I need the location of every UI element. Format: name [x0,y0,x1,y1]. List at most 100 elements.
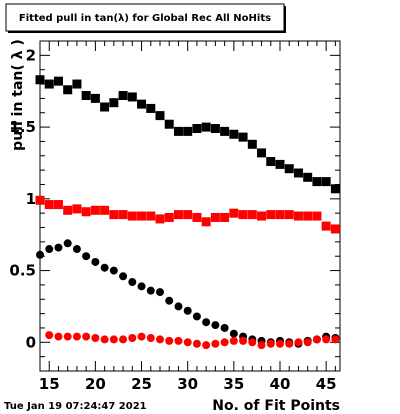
series-4-point [165,336,174,345]
series-1-point [173,126,183,136]
series-2-point [293,211,303,221]
series-1-point [109,98,119,108]
series-3-point [119,272,128,281]
series-2-point [266,210,276,220]
series-1-point [164,119,174,129]
series-4-point [312,335,321,344]
series-2-point [63,205,73,215]
axis-tick-labels: 15 20 25 30 35 40 45 0 0.5 1 1.5 2 [9,46,336,393]
x-tick-label: 20 [85,375,106,393]
series-2-point [146,211,156,221]
series-3-point [72,245,81,254]
series-4-point [257,341,266,350]
series-2-point [330,224,340,234]
series-2-point [35,195,45,205]
series-3-point [211,321,220,330]
series-4-point [229,336,238,345]
x-tick-label: 15 [39,375,60,393]
series-1-point [146,103,156,113]
series-3-point [202,318,211,327]
series-4-point [109,335,118,344]
series-4-point [239,336,248,345]
x-tick-label: 25 [131,375,152,393]
x-tick-label: 30 [177,375,198,393]
title-box [5,3,285,32]
series-2-point [44,200,54,210]
data-marks [35,75,340,350]
series-2-point [173,210,183,220]
series-1-point [303,172,313,182]
series-2-point [303,211,313,221]
series-4-point [91,334,100,342]
series-2-point [109,210,119,220]
series-1-point [247,139,257,149]
series-1-point [201,122,211,132]
series-3-point [137,282,146,291]
series-1-point [155,111,165,121]
series-4-point [45,331,54,340]
y-tick-label: 2 [26,46,36,64]
series-3-point [229,329,238,338]
series-3-point [36,250,44,259]
series-1-point [72,79,82,89]
series-2-point [201,217,211,227]
series-2-point [321,221,331,231]
series-3-point [174,302,183,311]
series-4-point [137,332,146,341]
series-3-point [100,263,109,272]
series-3-point [109,266,118,275]
x-tick-label: 45 [316,375,337,393]
series-3-point [192,312,201,321]
series-4-point [285,339,294,348]
series-3-point [165,296,174,305]
x-tick-label: 35 [223,375,244,393]
series-2-point [81,207,91,217]
series-1-point [257,148,267,158]
series-4-point [156,335,164,344]
series-4-point [146,334,155,342]
series-1-point [100,102,110,112]
series-3-point [146,286,155,295]
series-2-point [100,205,110,215]
series-1-point [330,184,340,194]
series-4-point [174,336,183,345]
series-1-point [63,85,73,95]
series-1-point [210,124,220,134]
axis-ticks [39,40,340,372]
series-4-point [72,332,81,341]
series-4-point [82,332,91,341]
series-4-point [54,332,63,341]
series-2-point [238,210,248,220]
series-4-point [211,339,220,348]
series-2-point [284,210,294,220]
series-4-point [100,335,109,344]
x-tick-label: 40 [270,375,291,393]
series-1-point [118,91,128,101]
series-4-point [276,339,284,348]
title-box-shadow-bottom [8,31,284,33]
series-2-point [210,212,220,222]
series-1-point [266,157,276,167]
series-1-point [275,159,285,169]
y-tick-label: 0.5 [9,262,36,280]
series-1-point [220,126,230,136]
series-3-point [45,245,54,254]
series-1-point [44,79,54,89]
series-2-point [155,214,165,224]
series-3-point [183,306,192,315]
x-axis-title: No. of Fit Points [212,398,340,414]
series-2-point [229,208,239,218]
title-box-shadow-right [284,6,286,33]
series-4-point [266,339,275,348]
series-4-point [303,338,312,347]
series-1-point [183,126,193,136]
series-3-point [156,288,164,297]
series-4-point [220,338,229,347]
series-2-point [312,211,322,221]
series-1-point [229,129,239,139]
series-2-point [53,200,63,210]
series-2-point [90,205,100,215]
series-1-point [192,124,202,134]
y-tick-label: 1.5 [9,118,36,136]
